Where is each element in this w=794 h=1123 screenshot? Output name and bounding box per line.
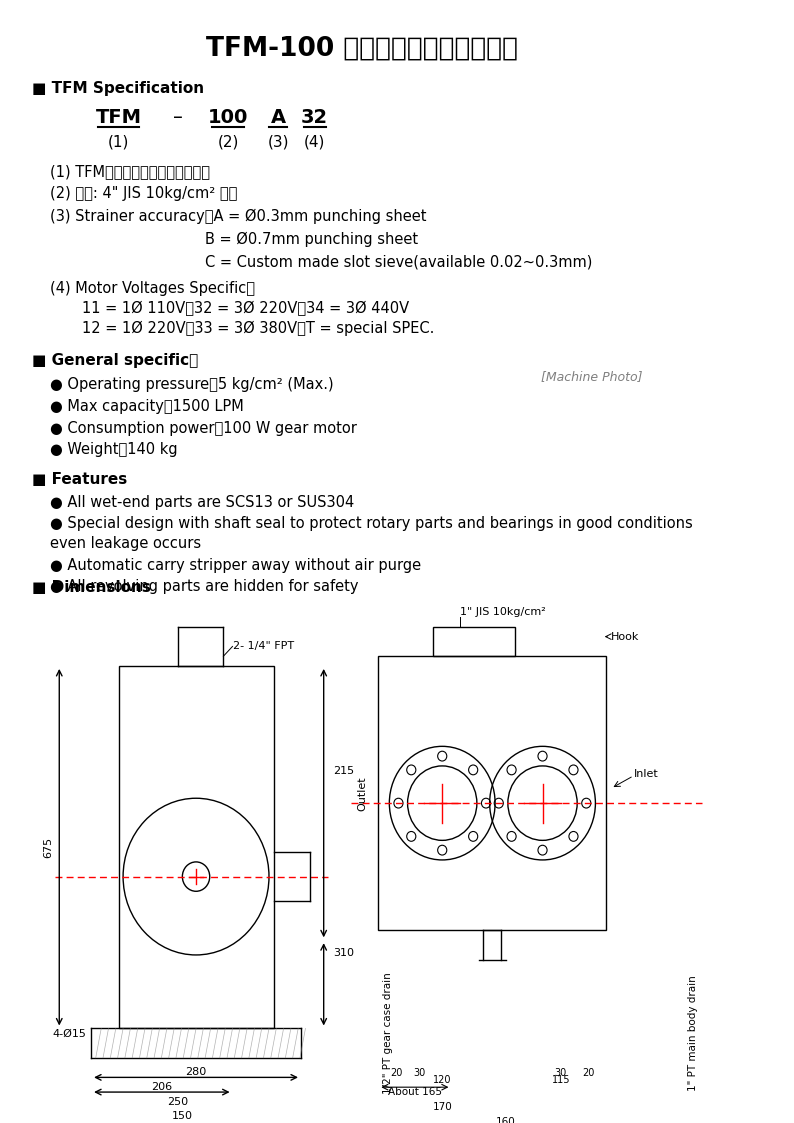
Text: 280: 280 <box>186 1067 206 1077</box>
Text: ● Max capacity：1500 LPM: ● Max capacity：1500 LPM <box>50 399 244 414</box>
Text: 12 = 1Ø 220V、33 = 3Ø 380V、T = special SPEC.: 12 = 1Ø 220V、33 = 3Ø 380V、T = special SP… <box>82 320 434 336</box>
Text: ■ TFM Specification: ■ TFM Specification <box>32 81 204 95</box>
Text: TFM-100 不銹鋼全自動膜渣分離機: TFM-100 不銹鋼全自動膜渣分離機 <box>206 36 518 62</box>
Text: [Machine Photo]: [Machine Photo] <box>541 369 642 383</box>
Text: 215: 215 <box>333 766 354 776</box>
Text: B = Ø0.7mm punching sheet: B = Ø0.7mm punching sheet <box>205 231 418 247</box>
Text: (3) Strainer accuracy：A = Ø0.3mm punching sheet: (3) Strainer accuracy：A = Ø0.3mm punchin… <box>50 209 426 225</box>
Text: 115: 115 <box>552 1076 570 1086</box>
Text: 30: 30 <box>555 1068 567 1078</box>
Text: ● Special design with shaft seal to protect rotary parts and bearings in good co: ● Special design with shaft seal to prot… <box>50 517 693 531</box>
Text: 675: 675 <box>44 837 53 858</box>
Text: (2): (2) <box>218 135 239 149</box>
Text: Hook: Hook <box>611 631 639 641</box>
Text: 206: 206 <box>152 1083 172 1092</box>
Text: Outlet: Outlet <box>357 776 367 811</box>
Text: ■ Dimensions: ■ Dimensions <box>32 581 151 595</box>
Text: ■ General specific：: ■ General specific： <box>32 353 198 368</box>
Text: ■ Features: ■ Features <box>32 473 127 487</box>
Text: 1" JIS 10kg/cm²: 1" JIS 10kg/cm² <box>461 608 546 618</box>
Text: 150: 150 <box>172 1112 193 1122</box>
Text: ● Operating pressure：5 kg/cm² (Max.): ● Operating pressure：5 kg/cm² (Max.) <box>50 377 333 392</box>
Text: About 165: About 165 <box>388 1087 442 1097</box>
Text: ● All wet-end parts are SCS13 or SUS304: ● All wet-end parts are SCS13 or SUS304 <box>50 495 354 510</box>
Text: (4): (4) <box>304 135 326 149</box>
Text: (3): (3) <box>268 135 289 149</box>
Text: even leakage occurs: even leakage occurs <box>50 536 201 551</box>
Text: Inlet: Inlet <box>634 769 658 778</box>
Text: (2) 口徑: 4" JIS 10kg/cm² 法蘭: (2) 口徑: 4" JIS 10kg/cm² 法蘭 <box>50 186 237 201</box>
Text: ● Weight：140 kg: ● Weight：140 kg <box>50 442 178 457</box>
Text: ● Consumption power：100 W gear motor: ● Consumption power：100 W gear motor <box>50 420 357 436</box>
Text: (1): (1) <box>108 135 129 149</box>
Text: TFM: TFM <box>95 108 141 127</box>
Text: –: – <box>173 108 183 127</box>
Text: 120: 120 <box>433 1076 452 1086</box>
Text: 30: 30 <box>414 1068 426 1078</box>
Text: 100: 100 <box>208 108 249 127</box>
Text: (4) Motor Voltages Specific：: (4) Motor Voltages Specific： <box>50 282 255 296</box>
Text: 160: 160 <box>496 1116 516 1123</box>
Text: 170: 170 <box>433 1102 452 1112</box>
Text: 2- 1/4" FPT: 2- 1/4" FPT <box>233 641 294 651</box>
Text: ● All revolving parts are hidden for safety: ● All revolving parts are hidden for saf… <box>50 579 359 594</box>
Text: 32: 32 <box>301 108 328 127</box>
Text: 20: 20 <box>391 1068 403 1078</box>
Text: 4-Ø15: 4-Ø15 <box>52 1029 87 1039</box>
Text: ● Automatic carry stripper away without air purge: ● Automatic carry stripper away without … <box>50 558 422 573</box>
Text: A: A <box>271 108 286 127</box>
Text: 1" PT main body drain: 1" PT main body drain <box>688 976 698 1092</box>
Text: 20: 20 <box>582 1068 594 1078</box>
Text: (1) TFM：不銹鋼全自動膜渣分離機: (1) TFM：不銹鋼全自動膜渣分離機 <box>50 164 210 179</box>
Text: 11 = 1Ø 110V、32 = 3Ø 220V、34 = 3Ø 440V: 11 = 1Ø 110V、32 = 3Ø 220V、34 = 3Ø 440V <box>82 301 409 316</box>
Text: 250: 250 <box>168 1097 188 1107</box>
Text: 310: 310 <box>333 948 354 958</box>
Text: 1/2" PT gear case drain: 1/2" PT gear case drain <box>383 973 393 1094</box>
Text: C = Custom made slot sieve(available 0.02~0.3mm): C = Custom made slot sieve(available 0.0… <box>205 254 592 270</box>
